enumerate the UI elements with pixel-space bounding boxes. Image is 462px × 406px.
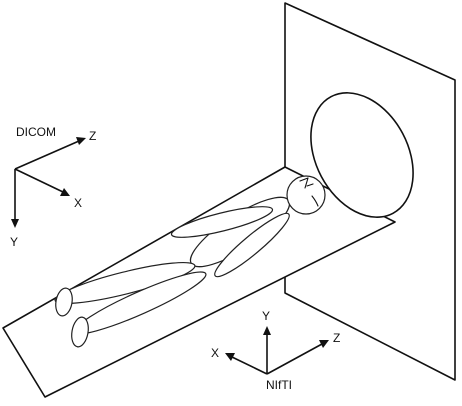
head-coil-oval <box>310 92 414 218</box>
nifti-x-axis <box>231 356 268 375</box>
dicom-x-label: X <box>74 196 82 210</box>
patient-foot-right <box>71 316 89 348</box>
dicom-x-axis <box>14 168 64 193</box>
dicom-axes: DICOM Z X Y <box>10 125 96 249</box>
patient-head <box>286 175 326 215</box>
nifti-axes: Y Z X NIfTI <box>211 309 340 392</box>
dicom-x-arrowhead <box>60 188 70 196</box>
nifti-x-label: X <box>211 346 219 360</box>
nifti-y-arrowhead <box>263 326 271 335</box>
patient-arm-lower <box>214 212 290 278</box>
nifti-x-arrowhead <box>225 353 235 361</box>
dicom-z-axis <box>14 140 80 170</box>
dicom-frame-title: DICOM <box>16 125 56 139</box>
dicom-y-arrowhead <box>11 219 19 228</box>
nifti-z-label: Z <box>333 331 340 345</box>
nifti-frame-title: NIfTI <box>266 378 292 392</box>
dicom-z-label: Z <box>89 129 96 143</box>
nifti-z-axis <box>266 343 323 375</box>
patient-leg-upper <box>54 261 196 305</box>
patient-foot-left <box>55 287 73 317</box>
nifti-y-label: Y <box>262 309 270 323</box>
patient-face <box>299 177 319 207</box>
dicom-y-label: Y <box>10 235 18 249</box>
patient-figure <box>54 92 414 348</box>
dicom-z-arrowhead <box>76 137 86 145</box>
nifti-z-arrowhead <box>319 340 329 348</box>
patient-arm-upper <box>170 206 274 238</box>
